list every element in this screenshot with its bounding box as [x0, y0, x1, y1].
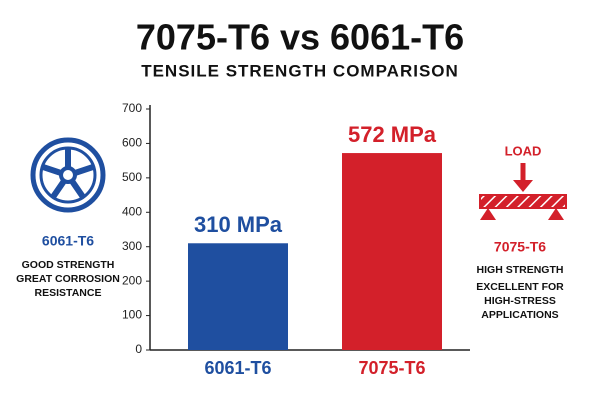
bar	[342, 153, 442, 350]
annotation-line: HIGH STRENGTH	[477, 264, 564, 276]
annotation-heading: 6061-T6	[42, 233, 94, 249]
annotation-line: EXCELLENT FOR	[476, 281, 564, 293]
annotation-heading: 7075-T6	[494, 239, 546, 255]
annotation-line: GREAT CORROSION	[16, 273, 120, 285]
bar	[188, 243, 288, 350]
y-tick-label: 700	[122, 101, 142, 115]
chart-subtitle: TENSILE STRENGTH COMPARISON	[141, 61, 459, 80]
y-tick-label: 100	[122, 308, 142, 322]
annotation-line: RESISTANCE	[35, 287, 102, 299]
x-tick-label: 7075-T6	[358, 358, 425, 378]
y-tick-label: 200	[122, 273, 142, 287]
chart-title: 7075-T6 vs 6061-T6	[136, 17, 464, 58]
annotation-line: APPLICATIONS	[481, 309, 558, 321]
annotation-line: HIGH-STRESS	[484, 295, 556, 307]
y-tick-label: 400	[122, 204, 142, 218]
y-tick-label: 500	[122, 170, 142, 184]
y-tick-label: 600	[122, 136, 142, 150]
value-label: 572 MPa	[348, 122, 437, 147]
value-label: 310 MPa	[194, 212, 283, 237]
x-tick-label: 6061-T6	[204, 358, 271, 378]
y-tick-label: 0	[135, 342, 142, 356]
load-icon	[479, 163, 567, 220]
annotation-line: GOOD STRENGTH	[22, 259, 115, 271]
y-tick-label: 300	[122, 239, 142, 253]
wheel-icon	[30, 137, 106, 213]
icon-label: LOAD	[505, 143, 542, 158]
